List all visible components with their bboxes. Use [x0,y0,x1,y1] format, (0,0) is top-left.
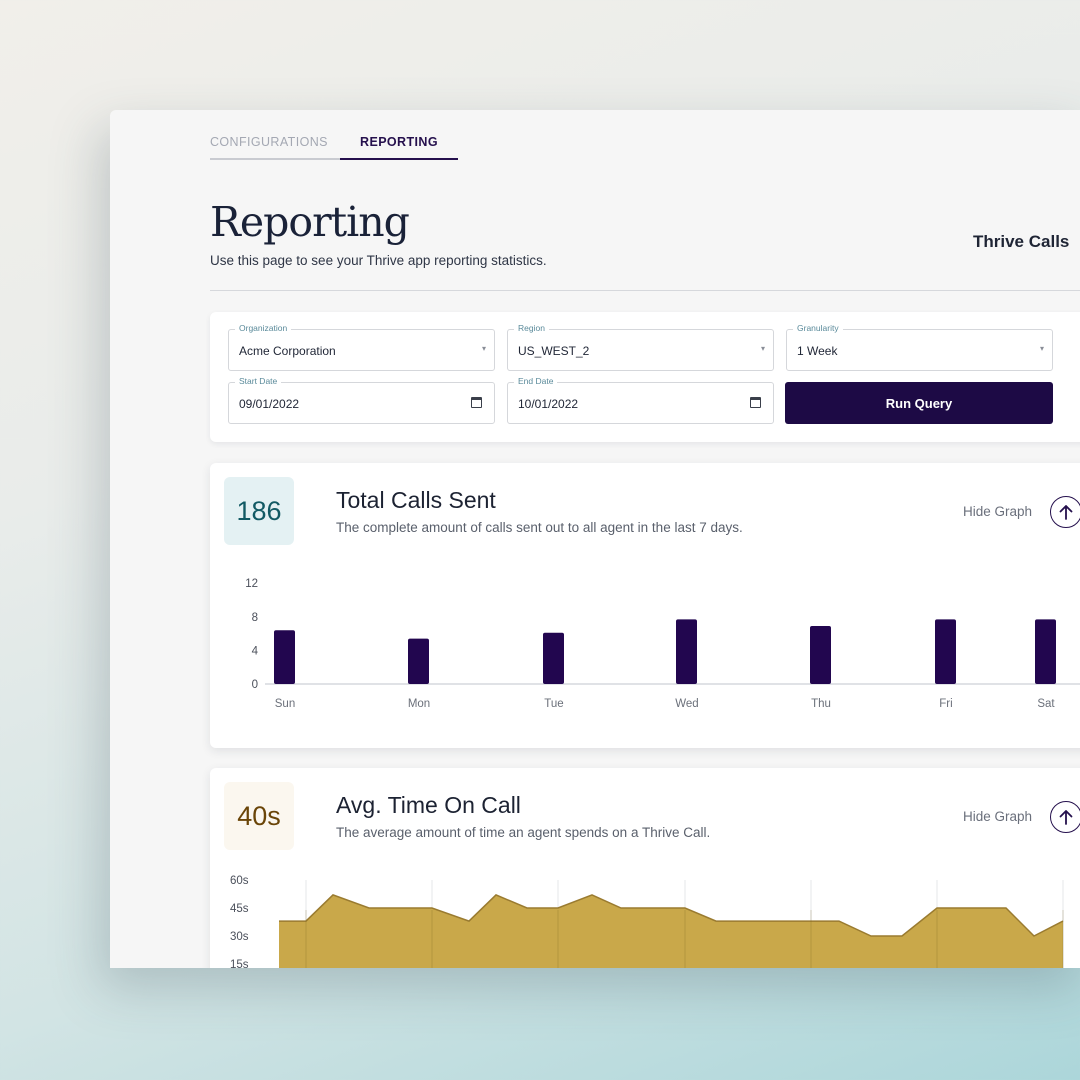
granularity-label: Granularity [793,323,843,333]
end-date-input[interactable]: End Date 10/01/2022 [507,376,774,424]
calls-bar-chart: 0 4 8 12 Sun Mon Tue Wed Thu Fri Sat [245,578,1080,710]
region-value: US_WEST_2 [518,344,590,358]
y-tick-label: 0 [252,679,258,691]
organization-select[interactable]: Organization Acme Corporation ▾ [228,323,495,371]
run-query-button[interactable]: Run Query [785,382,1053,424]
region-label: Region [514,323,549,333]
card-title: Avg. Time On Call [336,792,521,818]
y-tick-label: 4 [252,645,259,657]
app-name: Thrive Calls [973,232,1070,251]
x-tick-label: Thu [811,698,831,710]
calendar-icon[interactable] [750,397,761,408]
y-tick-label: 45s [230,903,249,915]
arrow-up-icon [1059,505,1073,520]
end-date-label: End Date [514,376,558,386]
bar [1035,619,1056,684]
area-line [279,894,1064,937]
collapse-graph-button[interactable] [1050,801,1080,833]
x-tick-label: Mon [408,698,430,710]
app-window: CONFIGURATIONS REPORTING Reporting Use t… [110,110,1080,968]
page-subtitle: Use this page to see your Thrive app rep… [210,253,547,268]
granularity-select[interactable]: Granularity 1 Week ▾ [786,323,1053,371]
card-title: Total Calls Sent [336,487,496,513]
bar [274,630,295,684]
organization-value: Acme Corporation [239,344,336,358]
calendar-icon[interactable] [471,397,482,408]
organization-label: Organization [235,323,292,333]
avg-time-card: 40s Avg. Time On Call The average amount… [210,768,1080,968]
card-description: The complete amount of calls sent out to… [336,520,743,535]
x-tick-label: Wed [675,698,698,710]
bar [676,619,697,684]
x-tick-label: Sun [275,698,295,710]
tab-configurations[interactable]: CONFIGURATIONS [210,132,340,160]
filter-panel: Organization Acme Corporation ▾ Region U… [210,312,1080,442]
page-title: Reporting [210,198,410,246]
total-calls-card: 186 Total Calls Sent The complete amount… [210,463,1080,748]
hide-graph-link[interactable]: Hide Graph [963,504,1033,519]
end-date-value: 10/01/2022 [518,397,579,411]
granularity-value: 1 Week [797,344,838,358]
time-area-chart: 60s 45s 30s 15s [230,875,1064,968]
chevron-down-icon: ▾ [1039,344,1044,353]
y-tick-label: 30s [230,931,249,943]
x-tick-label: Tue [544,698,563,710]
tab-reporting[interactable]: REPORTING [340,132,458,160]
arrow-up-icon [1059,810,1073,825]
avg-time-stat: 40s [224,782,294,850]
chevron-down-icon: ▾ [760,344,765,353]
bar [935,619,956,684]
card-description: The average amount of time an agent spen… [336,825,711,840]
y-tick-label: 60s [230,875,249,887]
collapse-graph-button[interactable] [1050,496,1080,528]
total-calls-stat: 186 [224,477,294,545]
bar [408,638,429,684]
start-date-input[interactable]: Start Date 09/01/2022 [228,376,495,424]
x-tick-label: Fri [939,698,952,710]
header-divider [210,290,1080,291]
hide-graph-link[interactable]: Hide Graph [963,809,1033,824]
start-date-value: 09/01/2022 [239,397,300,411]
y-tick-label: 12 [245,578,258,590]
y-tick-label: 15s [230,959,249,968]
chevron-down-icon: ▾ [481,344,486,353]
tab-bar: CONFIGURATIONS REPORTING [210,132,458,160]
x-tick-label: Sat [1037,698,1055,710]
y-tick-label: 8 [252,612,258,624]
bar [810,626,831,684]
bar [543,632,564,684]
area-fill [279,894,1063,968]
region-select[interactable]: Region US_WEST_2 ▾ [507,323,774,371]
start-date-label: Start Date [235,376,282,386]
